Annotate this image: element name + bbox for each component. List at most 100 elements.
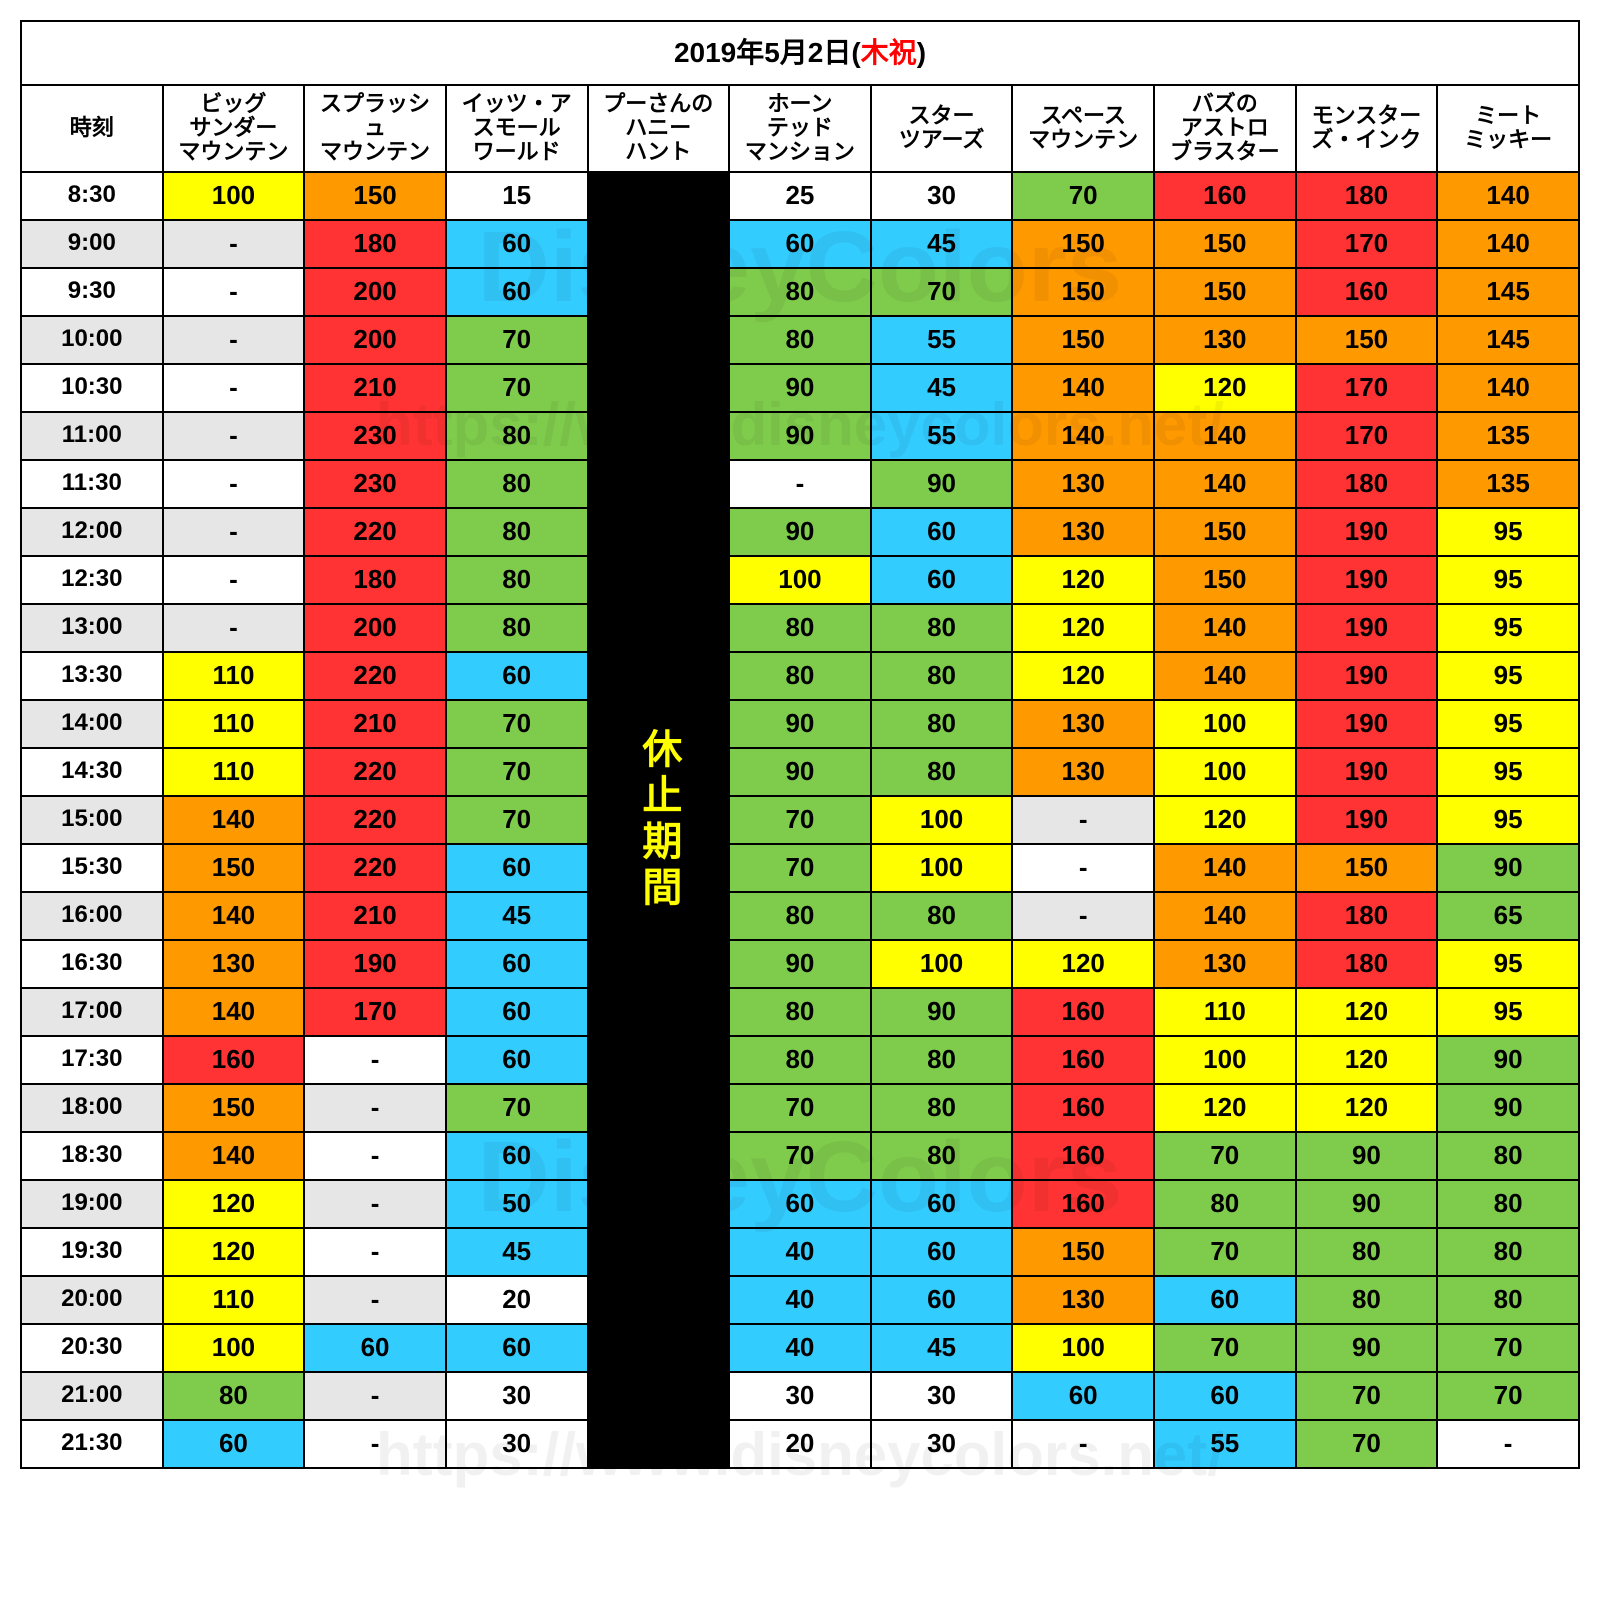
wait-cell: 140: [1154, 844, 1296, 892]
wait-cell: 180: [304, 556, 446, 604]
time-cell: 11:00: [21, 412, 163, 460]
wait-cell: 150: [1296, 844, 1438, 892]
wait-cell: 80: [871, 700, 1013, 748]
wait-cell: 190: [1296, 556, 1438, 604]
column-header: プーさんのハニーハント: [588, 85, 730, 172]
wait-cell: 180: [304, 220, 446, 268]
wait-cell: 120: [1012, 940, 1154, 988]
wait-cell: 110: [163, 652, 305, 700]
wait-cell: 80: [446, 604, 588, 652]
wait-cell: 60: [304, 1324, 446, 1372]
table-row: 15:001402207070100-12019095: [21, 796, 1579, 844]
wait-cell: 220: [304, 508, 446, 556]
wait-cell: 40: [729, 1276, 871, 1324]
table-row: 14:3011022070908013010019095: [21, 748, 1579, 796]
wait-cell: 80: [1437, 1180, 1579, 1228]
table-row: 13:3011022060808012014019095: [21, 652, 1579, 700]
wait-cell: 140: [1012, 412, 1154, 460]
wait-cell: 130: [1012, 700, 1154, 748]
wait-cell: 80: [871, 604, 1013, 652]
table-row: 17:0014017060809016011012095: [21, 988, 1579, 1036]
time-cell: 17:00: [21, 988, 163, 1036]
wait-cell: 90: [1437, 1036, 1579, 1084]
wait-cell: 30: [871, 1420, 1013, 1468]
time-cell: 14:00: [21, 700, 163, 748]
wait-cell: 80: [1437, 1228, 1579, 1276]
wait-cell: 45: [871, 220, 1013, 268]
wait-cell: 70: [729, 796, 871, 844]
title-suffix: ): [917, 37, 926, 68]
wait-cell: 95: [1437, 700, 1579, 748]
wait-cell: 80: [729, 652, 871, 700]
wait-cell: 70: [1296, 1372, 1438, 1420]
wait-cell: 110: [1154, 988, 1296, 1036]
wait-cell: 40: [729, 1228, 871, 1276]
wait-cell: -: [304, 1084, 446, 1132]
wait-cell: 100: [729, 556, 871, 604]
wait-cell: 70: [446, 316, 588, 364]
wait-cell: 230: [304, 460, 446, 508]
wait-cell: 90: [1437, 844, 1579, 892]
wait-cell: 80: [1154, 1180, 1296, 1228]
wait-cell: 95: [1437, 748, 1579, 796]
wait-cell: 150: [1012, 1228, 1154, 1276]
wait-cell: 70: [1154, 1324, 1296, 1372]
wait-cell: 25: [729, 172, 871, 220]
wait-cell: 220: [304, 796, 446, 844]
wait-cell: 230: [304, 412, 446, 460]
wait-cell: 60: [1012, 1372, 1154, 1420]
wait-cell: 190: [304, 940, 446, 988]
table-header-row: 時刻 ビッグサンダーマウンテンスプラッシュマウンテンイッツ・アスモールワールドプ…: [21, 85, 1579, 172]
wait-cell: 150: [304, 172, 446, 220]
wait-cell: 70: [446, 1084, 588, 1132]
wait-cell: 95: [1437, 556, 1579, 604]
wait-cell: 90: [729, 700, 871, 748]
wait-cell: 45: [871, 1324, 1013, 1372]
wait-cell: 30: [446, 1372, 588, 1420]
time-cell: 21:00: [21, 1372, 163, 1420]
wait-cell: 160: [1296, 268, 1438, 316]
wait-cell: 80: [1437, 1132, 1579, 1180]
wait-cell: 80: [871, 1036, 1013, 1084]
wait-cell: 100: [163, 1324, 305, 1372]
wait-cell: 200: [304, 316, 446, 364]
wait-cell: 140: [1154, 892, 1296, 940]
wait-cell: 100: [1154, 700, 1296, 748]
wait-cell: 60: [446, 940, 588, 988]
wait-cell: 140: [1012, 364, 1154, 412]
wait-cell: 60: [446, 268, 588, 316]
table-title: 2019年5月2日(木祝): [21, 21, 1579, 85]
wait-cell: 70: [446, 700, 588, 748]
wait-cell: 150: [1154, 220, 1296, 268]
table-row: 18:00150-70708016012012090: [21, 1084, 1579, 1132]
wait-cell: 150: [1012, 220, 1154, 268]
wait-cell: 20: [729, 1420, 871, 1468]
wait-cell: 80: [729, 988, 871, 1036]
wait-cell: 180: [1296, 940, 1438, 988]
wait-cell: -: [1012, 844, 1154, 892]
wait-cell: 60: [1154, 1276, 1296, 1324]
wait-cell: 150: [1154, 556, 1296, 604]
table-row: 20:00110-204060130608080: [21, 1276, 1579, 1324]
wait-cell: 80: [446, 508, 588, 556]
wait-cell: -: [1437, 1420, 1579, 1468]
wait-cell: 170: [1296, 412, 1438, 460]
table-row: 12:30-180801006012015019095: [21, 556, 1579, 604]
wait-cell: 70: [1437, 1324, 1579, 1372]
table-row: 16:30130190609010012013018095: [21, 940, 1579, 988]
wait-cell: 95: [1437, 940, 1579, 988]
wait-cell: 55: [871, 412, 1013, 460]
wait-cell: -: [304, 1228, 446, 1276]
column-header: ミートミッキー: [1437, 85, 1579, 172]
wait-cell: 60: [1154, 1372, 1296, 1420]
wait-cell: 150: [1154, 268, 1296, 316]
wait-cell: 30: [446, 1420, 588, 1468]
wait-cell: -: [163, 316, 305, 364]
wait-cell: 60: [163, 1420, 305, 1468]
table-row: 15:301502206070100-14015090: [21, 844, 1579, 892]
wait-cell: -: [163, 220, 305, 268]
wait-cell: -: [163, 412, 305, 460]
wait-cell: 100: [163, 172, 305, 220]
wait-cell: 80: [871, 1084, 1013, 1132]
wait-cell: 220: [304, 844, 446, 892]
